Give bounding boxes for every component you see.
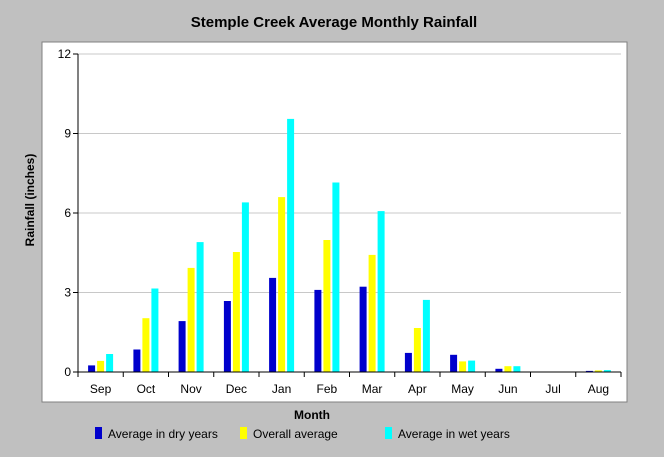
bar-may-series-1 xyxy=(459,361,467,372)
bar-feb-series-0 xyxy=(314,289,322,372)
x-tick-label-sep: Sep xyxy=(90,382,112,396)
x-tick-label-nov: Nov xyxy=(180,382,201,396)
bar-mar-series-2 xyxy=(377,211,385,372)
x-tick-label-jul: Jul xyxy=(545,382,560,396)
bar-aug-series-1 xyxy=(594,370,602,372)
x-tick-label-mar: Mar xyxy=(362,382,383,396)
legend-swatch-1 xyxy=(240,427,247,439)
bar-jun-series-0 xyxy=(495,368,503,372)
bar-sep-series-0 xyxy=(88,365,96,372)
bar-jun-series-2 xyxy=(513,366,521,372)
y-tick-label: 3 xyxy=(64,286,71,300)
x-tick-label-jan: Jan xyxy=(272,382,291,396)
y-tick-label: 6 xyxy=(64,206,71,220)
bars xyxy=(88,118,611,373)
bar-jan-series-2 xyxy=(287,118,295,373)
bar-nov-series-0 xyxy=(178,321,186,372)
bar-oct-series-1 xyxy=(142,318,150,372)
bar-sep-series-2 xyxy=(106,354,114,372)
bar-nov-series-1 xyxy=(187,267,195,372)
legend-swatch-2 xyxy=(385,427,392,439)
chart-title: Stemple Creek Average Monthly Rainfall xyxy=(191,14,477,31)
y-tick-label: 0 xyxy=(64,365,71,379)
y-axis-title: Rainfall (inches) xyxy=(23,154,37,247)
bar-dec-series-2 xyxy=(241,202,249,372)
gridlines xyxy=(78,53,621,293)
x-tick-label-aug: Aug xyxy=(588,382,609,396)
axes: 0 3 6 9 12 Sep Oct Nov Dec Jan Feb Mar Apr May Jun Jul A… xyxy=(58,47,622,396)
y-tick-label: 9 xyxy=(64,127,71,141)
x-axis-title: Month xyxy=(294,408,330,422)
bar-feb-series-1 xyxy=(323,240,331,372)
bar-sep-series-1 xyxy=(97,360,105,372)
bar-oct-series-2 xyxy=(151,288,159,372)
bar-oct-series-0 xyxy=(133,349,141,372)
bar-may-series-0 xyxy=(450,354,458,372)
bar-apr-series-1 xyxy=(413,328,421,372)
bar-dec-series-1 xyxy=(232,252,240,372)
x-tick-label-jun: Jun xyxy=(498,382,517,396)
legend-label-0: Average in dry years xyxy=(108,427,218,441)
bar-jan-series-1 xyxy=(278,197,286,372)
x-tick-label-feb: Feb xyxy=(317,382,338,396)
legend: Average in dry years Overall average Avera… xyxy=(95,427,510,441)
x-tick-label-oct: Oct xyxy=(137,382,156,396)
legend-label-1: Overall average xyxy=(253,427,338,441)
bar-nov-series-2 xyxy=(196,242,204,372)
x-tick-label-dec: Dec xyxy=(226,382,247,396)
x-tick-label-apr: Apr xyxy=(408,382,427,396)
bar-mar-series-1 xyxy=(368,254,376,372)
bar-apr-series-0 xyxy=(404,352,412,372)
legend-label-2: Average in wet years xyxy=(398,427,510,441)
bar-may-series-2 xyxy=(468,360,476,372)
bar-aug-series-0 xyxy=(585,370,593,372)
bar-aug-series-2 xyxy=(603,370,611,372)
y-tick-label: 12 xyxy=(58,47,72,61)
bar-dec-series-0 xyxy=(223,301,231,372)
bar-mar-series-0 xyxy=(359,286,367,372)
x-tick-label-may: May xyxy=(451,382,474,396)
bar-jan-series-0 xyxy=(269,277,277,372)
bar-feb-series-2 xyxy=(332,182,340,372)
legend-swatch-0 xyxy=(95,427,102,439)
bar-apr-series-2 xyxy=(422,299,430,372)
bar-jun-series-1 xyxy=(504,366,512,372)
